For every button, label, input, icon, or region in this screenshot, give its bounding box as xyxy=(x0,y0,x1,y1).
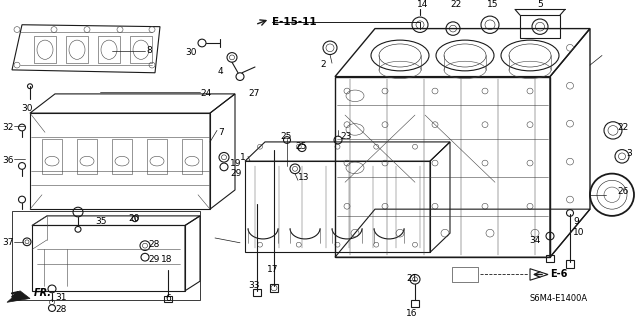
Text: 30: 30 xyxy=(185,48,196,57)
Text: FR.: FR. xyxy=(34,288,52,299)
Text: 21: 21 xyxy=(406,274,418,284)
Text: 18: 18 xyxy=(161,255,173,264)
Text: 36: 36 xyxy=(2,156,13,165)
Polygon shape xyxy=(7,291,30,302)
Text: E-15-11: E-15-11 xyxy=(272,17,317,27)
Text: 29: 29 xyxy=(148,255,159,264)
Text: 34: 34 xyxy=(529,236,541,245)
Text: 30: 30 xyxy=(21,103,33,113)
Text: 22: 22 xyxy=(450,0,461,9)
Text: 8: 8 xyxy=(146,46,152,55)
Text: 37: 37 xyxy=(2,238,13,247)
Text: 9: 9 xyxy=(573,217,579,226)
Text: 2: 2 xyxy=(320,60,326,69)
Text: 10: 10 xyxy=(573,228,584,237)
Text: 3: 3 xyxy=(626,149,632,158)
Text: 1: 1 xyxy=(240,153,246,162)
Text: 27: 27 xyxy=(248,89,259,98)
Text: 33: 33 xyxy=(248,281,259,290)
Text: S6M4-E1400A: S6M4-E1400A xyxy=(530,294,588,303)
Text: 19: 19 xyxy=(230,159,241,168)
Text: 13: 13 xyxy=(298,173,310,182)
Text: 32: 32 xyxy=(2,123,13,132)
Text: 17: 17 xyxy=(267,265,278,274)
Text: 31: 31 xyxy=(55,293,67,302)
Text: 35: 35 xyxy=(95,217,106,226)
Text: 25: 25 xyxy=(280,132,291,141)
Text: 16: 16 xyxy=(406,309,418,318)
Text: 7: 7 xyxy=(218,128,224,137)
Text: 6: 6 xyxy=(165,294,171,303)
Text: 4: 4 xyxy=(218,67,223,76)
Text: 20: 20 xyxy=(128,214,140,223)
Text: 26: 26 xyxy=(617,187,628,197)
Text: 28: 28 xyxy=(148,240,159,249)
Text: 14: 14 xyxy=(417,0,428,9)
Text: 25: 25 xyxy=(295,142,307,151)
Text: 5: 5 xyxy=(537,0,543,9)
Text: 24: 24 xyxy=(200,89,211,98)
Text: 23: 23 xyxy=(340,132,351,141)
Text: 28: 28 xyxy=(55,305,67,314)
Text: 15: 15 xyxy=(487,0,499,9)
Text: 22: 22 xyxy=(617,123,628,132)
Text: E-6: E-6 xyxy=(550,270,568,279)
Text: 29: 29 xyxy=(230,169,241,178)
